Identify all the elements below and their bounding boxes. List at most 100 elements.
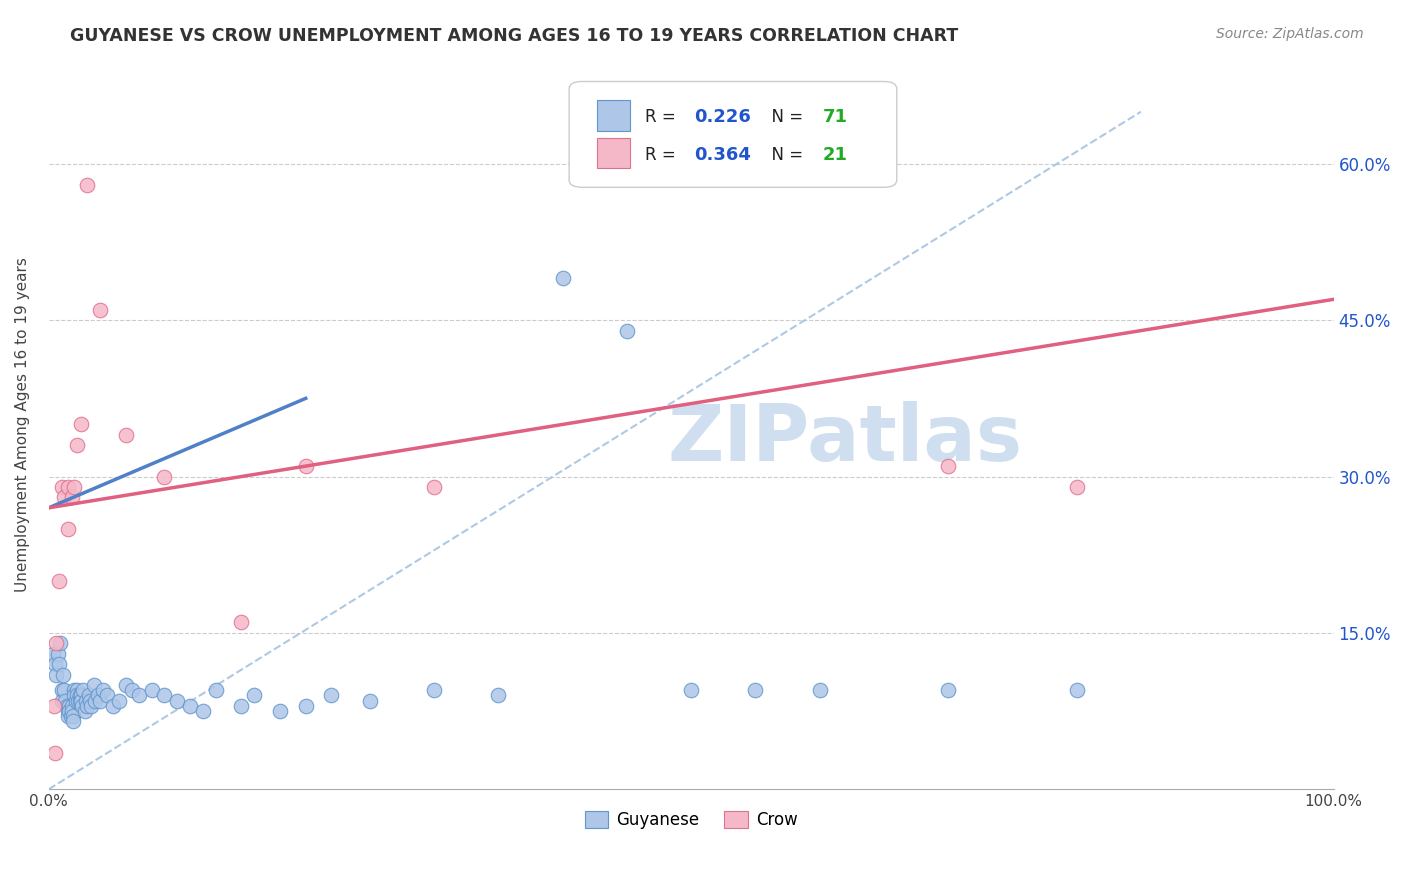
Point [42, 698, 65, 713]
Point [66, 683, 89, 698]
Point [70, 698, 93, 713]
Text: 0.364: 0.364 [693, 145, 751, 163]
Point [77, 689, 100, 703]
Point [53, 683, 76, 698]
Point [76, 178, 98, 192]
Point [936, 683, 959, 698]
Point [108, 693, 131, 707]
Point [101, 698, 124, 713]
Point [75, 693, 97, 707]
Point [62, 709, 84, 723]
FancyBboxPatch shape [598, 137, 630, 169]
Legend: Guyanese, Crow: Guyanese, Crow [578, 804, 804, 836]
Point [51, 693, 73, 707]
Point [45, 636, 67, 650]
Point [616, 324, 638, 338]
Point [62, 714, 84, 729]
Point [51, 480, 73, 494]
Point [59, 709, 82, 723]
Point [681, 683, 703, 698]
Point [60, 704, 83, 718]
Point [80, 698, 103, 713]
Point [70, 689, 93, 703]
Point [231, 615, 253, 630]
Point [44, 746, 66, 760]
Point [269, 704, 291, 718]
Point [72, 683, 94, 698]
Text: R =: R = [645, 108, 681, 127]
Point [66, 438, 89, 452]
Text: ZIPatlas: ZIPatlas [668, 401, 1024, 477]
Point [96, 689, 118, 703]
Point [179, 698, 201, 713]
Point [49, 636, 72, 650]
Point [166, 693, 188, 707]
Point [52, 667, 75, 681]
Point [1066, 480, 1088, 494]
Point [58, 704, 80, 718]
Y-axis label: Unemployment Among Ages 16 to 19 years: Unemployment Among Ages 16 to 19 years [15, 257, 30, 592]
Text: R =: R = [645, 145, 681, 163]
Text: 21: 21 [823, 145, 848, 163]
Point [294, 698, 316, 713]
Point [231, 698, 253, 713]
Text: N =: N = [761, 145, 808, 163]
Point [79, 693, 101, 707]
Point [70, 417, 93, 432]
Point [60, 491, 83, 505]
Point [551, 271, 574, 285]
Point [63, 480, 86, 494]
Point [70, 693, 93, 707]
Point [65, 693, 87, 707]
Point [808, 683, 831, 698]
Point [423, 480, 446, 494]
Point [115, 427, 138, 442]
Point [76, 698, 98, 713]
Point [56, 704, 79, 718]
Text: 71: 71 [823, 108, 848, 127]
Point [128, 689, 150, 703]
Point [66, 689, 89, 703]
Point [46, 647, 69, 661]
Point [41, 647, 63, 661]
Point [51, 683, 73, 698]
Point [83, 678, 105, 692]
Point [141, 683, 163, 698]
Point [45, 667, 67, 681]
Point [48, 657, 70, 672]
Point [56, 709, 79, 723]
Point [423, 683, 446, 698]
Point [191, 704, 214, 718]
Point [1066, 683, 1088, 698]
Point [84, 693, 107, 707]
Point [60, 698, 83, 713]
Point [56, 522, 79, 536]
Point [58, 698, 80, 713]
Point [69, 689, 91, 703]
Text: Source: ZipAtlas.com: Source: ZipAtlas.com [1216, 27, 1364, 41]
Point [44, 657, 66, 672]
Point [69, 693, 91, 707]
Point [63, 689, 86, 703]
Text: GUYANESE VS CROW UNEMPLOYMENT AMONG AGES 16 TO 19 YEARS CORRELATION CHART: GUYANESE VS CROW UNEMPLOYMENT AMONG AGES… [70, 27, 959, 45]
Point [121, 683, 143, 698]
Point [243, 689, 266, 703]
Point [55, 693, 77, 707]
Point [359, 693, 381, 707]
Point [73, 704, 96, 718]
Point [89, 302, 111, 317]
Point [89, 693, 111, 707]
Point [936, 459, 959, 474]
Text: N =: N = [761, 108, 808, 127]
Point [294, 459, 316, 474]
Point [86, 689, 108, 703]
Point [115, 678, 138, 692]
FancyBboxPatch shape [598, 101, 630, 131]
Point [55, 698, 77, 713]
Point [67, 693, 90, 707]
Text: 0.226: 0.226 [693, 108, 751, 127]
Point [53, 491, 76, 505]
Point [204, 683, 226, 698]
Point [56, 480, 79, 494]
Point [63, 683, 86, 698]
